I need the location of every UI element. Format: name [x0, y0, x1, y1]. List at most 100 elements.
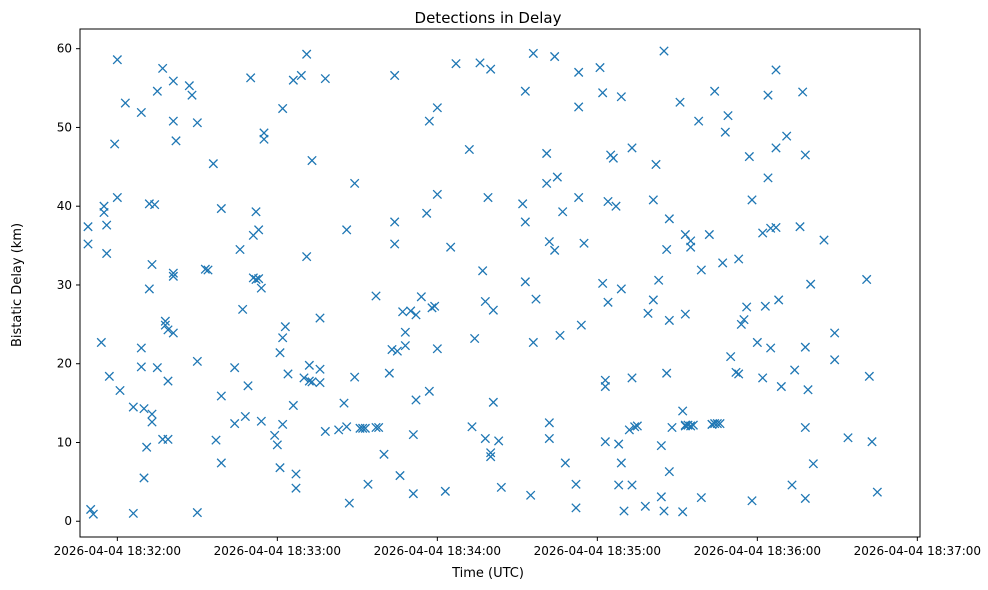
data-point [251, 274, 261, 285]
data-point [603, 196, 613, 207]
data-point [158, 63, 168, 74]
data-point [115, 385, 125, 396]
data-point [86, 504, 96, 515]
data-point [862, 274, 872, 285]
data-point [528, 337, 538, 348]
data-point [315, 364, 325, 374]
data-point [171, 136, 181, 146]
data-point [800, 342, 810, 352]
data-point [147, 259, 157, 270]
data-point [555, 330, 565, 341]
data-point [299, 373, 309, 383]
y-axis: 0 10 20 30 40 50 60 [57, 42, 80, 528]
data-point [390, 239, 400, 249]
data-point [864, 371, 874, 381]
data-point [614, 480, 624, 490]
data-point [571, 479, 581, 489]
data-point [256, 283, 266, 293]
data-point [771, 222, 781, 233]
data-point [371, 422, 381, 433]
data-point [278, 333, 288, 343]
data-point [616, 284, 626, 294]
data-point [187, 90, 197, 100]
data-point [320, 426, 330, 437]
data-point [678, 406, 688, 416]
data-point [680, 309, 690, 319]
data-point [304, 376, 314, 386]
data-point [830, 328, 840, 338]
data-point [643, 308, 653, 318]
data-point [760, 301, 770, 311]
data-point [432, 103, 442, 113]
data-point [160, 316, 170, 326]
data-point [696, 265, 706, 275]
data-point [600, 381, 610, 392]
data-point [427, 303, 437, 313]
data-point [320, 73, 330, 84]
data-point [488, 305, 498, 315]
data-point [235, 244, 245, 255]
x-tick-label: 2026-04-04 18:33:00 [214, 544, 341, 558]
data-point [656, 492, 666, 502]
data-point [744, 151, 754, 162]
data-point [360, 423, 370, 433]
data-point [139, 473, 149, 483]
data-point [104, 371, 114, 381]
data-point [528, 48, 538, 59]
x-tick-label: 2026-04-04 18:34:00 [374, 544, 501, 558]
data-point [216, 203, 226, 214]
data-point [83, 239, 93, 249]
data-point [656, 440, 666, 451]
data-point [291, 483, 301, 493]
data-point [520, 277, 530, 287]
data-point [542, 178, 552, 189]
data-point [464, 144, 474, 155]
data-point [339, 398, 349, 408]
data-point [734, 369, 744, 379]
y-axis-label: Bistatic Delay (km) [10, 223, 25, 347]
x-tick-label: 2026-04-04 18:37:00 [854, 544, 981, 558]
data-point [806, 279, 816, 289]
data-point [446, 242, 456, 252]
data-point [192, 507, 202, 518]
data-point [486, 64, 496, 74]
data-point [392, 346, 402, 356]
data-point [574, 67, 584, 77]
data-point [872, 487, 882, 497]
data-point [467, 422, 477, 432]
data-point [128, 402, 138, 412]
data-point [243, 381, 253, 391]
plot-area [80, 29, 920, 537]
data-point [424, 116, 434, 126]
data-point [408, 489, 418, 499]
data-point [96, 337, 106, 348]
data-point [147, 409, 157, 419]
data-point [238, 304, 248, 315]
data-point [790, 365, 800, 375]
data-point [408, 429, 418, 440]
data-point [424, 386, 434, 396]
data-point [766, 343, 776, 353]
data-point [659, 46, 669, 56]
data-point [102, 220, 112, 230]
data-point [675, 97, 685, 107]
data-point [411, 395, 421, 405]
data-point [304, 360, 314, 370]
data-point [686, 242, 696, 252]
data-point [168, 271, 178, 281]
data-point [256, 416, 266, 426]
data-point [664, 214, 674, 224]
data-point [422, 208, 432, 218]
data-point [800, 150, 810, 160]
data-point [350, 372, 360, 382]
y-tick-label: 60 [57, 42, 72, 56]
data-point [384, 368, 394, 378]
data-point [648, 295, 658, 305]
data-point [142, 442, 152, 452]
data-point [558, 207, 568, 217]
data-point [480, 296, 490, 307]
data-point [488, 397, 498, 407]
data-point [307, 155, 317, 166]
data-point [776, 381, 786, 392]
data-point [163, 434, 173, 444]
